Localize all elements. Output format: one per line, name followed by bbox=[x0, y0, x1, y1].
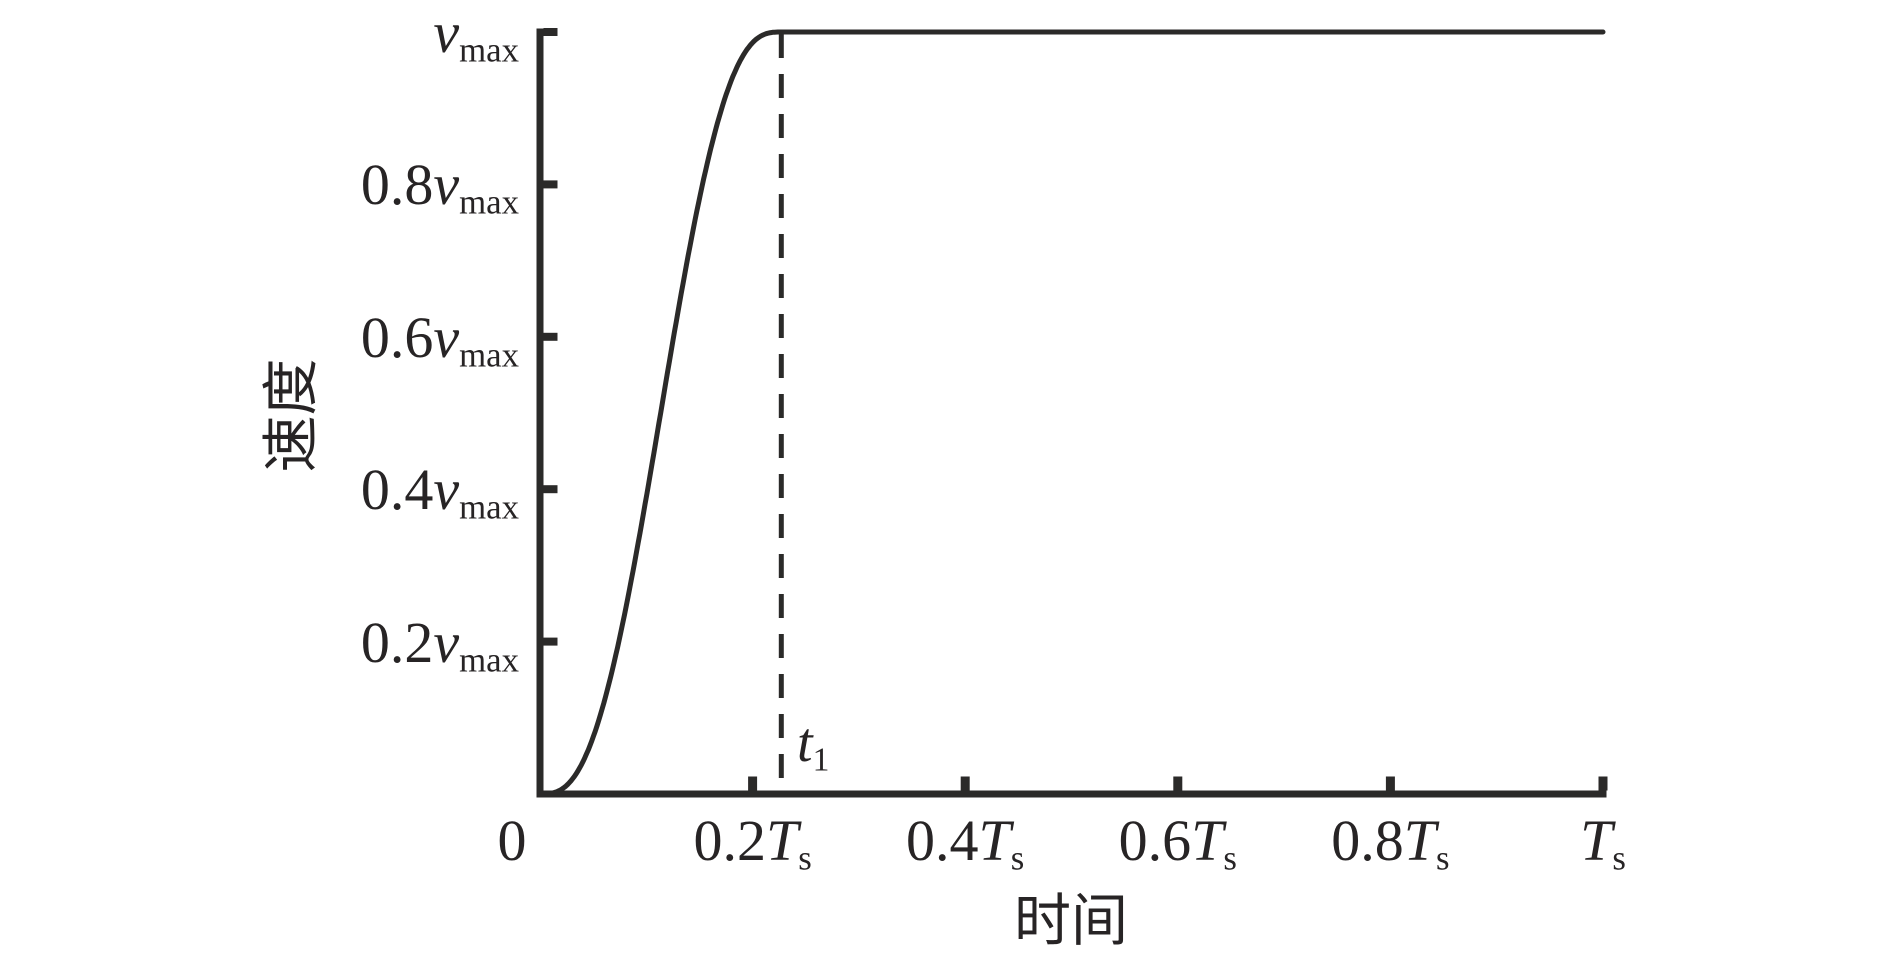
y-axis-tick-mark bbox=[543, 180, 558, 189]
tick-unit-subscript: max bbox=[459, 335, 519, 375]
tick-value-text: 0.6 bbox=[1118, 808, 1192, 873]
x-axis-tick-mark bbox=[1385, 776, 1395, 791]
t1-annotation-label: t1 bbox=[797, 715, 829, 777]
tick-value-text: 0.8 bbox=[360, 152, 434, 218]
x-tick-label: Ts bbox=[1473, 812, 1733, 877]
x-tick-label: 0.2Ts bbox=[623, 812, 883, 877]
y-tick-label: vmax bbox=[433, 4, 519, 69]
tick-value-text: 0.2 bbox=[693, 808, 766, 873]
tick-unit-symbol: v bbox=[433, 457, 460, 523]
y-axis-tick-mark bbox=[543, 332, 558, 341]
tick-value-text: 0 bbox=[497, 808, 527, 873]
y-tick-label: 0.6vmax bbox=[361, 308, 519, 375]
y-tick-label: 0.2vmax bbox=[361, 613, 519, 680]
y-axis-tick-mark bbox=[543, 485, 558, 494]
tick-unit-subscript: max bbox=[459, 30, 519, 70]
tick-unit-symbol: T bbox=[765, 808, 799, 873]
x-axis-tick-mark bbox=[1598, 776, 1608, 791]
x-axis-title: 时间 bbox=[1014, 890, 1128, 953]
tick-value-text: 0.2 bbox=[360, 609, 434, 675]
tick-value-text: 0.4 bbox=[360, 457, 434, 523]
x-axis-tick-mark bbox=[1173, 776, 1183, 791]
tick-value-text: 0.4 bbox=[906, 808, 979, 873]
tick-value-text: 0.6 bbox=[360, 304, 434, 370]
y-tick-label: 0.4vmax bbox=[361, 461, 519, 526]
x-axis-tick-mark bbox=[960, 776, 970, 791]
tick-unit-subscript: s bbox=[1436, 838, 1450, 878]
tick-unit-symbol: v bbox=[433, 0, 460, 65]
velocity-curve bbox=[537, 29, 1606, 797]
tick-unit-symbol: T bbox=[1403, 808, 1436, 873]
tick-unit-subscript: max bbox=[459, 640, 519, 680]
t1-variable: t bbox=[797, 712, 813, 774]
tick-unit-symbol: v bbox=[433, 304, 460, 370]
y-axis-tick-mark bbox=[543, 28, 558, 36]
tick-unit-subscript: max bbox=[459, 183, 519, 223]
y-axis-title: 速度 bbox=[260, 358, 324, 473]
y-axis-tick-mark bbox=[543, 637, 558, 646]
x-tick-label: 0.8Ts bbox=[1260, 812, 1520, 877]
tick-unit-subscript: s bbox=[1010, 838, 1025, 878]
tick-unit-symbol: v bbox=[433, 152, 460, 218]
tick-value-text: 0.8 bbox=[1331, 808, 1404, 873]
tick-unit-subscript: s bbox=[798, 838, 812, 878]
tick-unit-subscript: max bbox=[459, 487, 519, 527]
tick-unit-subscript: s bbox=[1612, 838, 1626, 878]
x-tick-label: 0.4Ts bbox=[835, 812, 1095, 877]
x-tick-label: 0 bbox=[382, 812, 642, 870]
tick-unit-subscript: s bbox=[1223, 838, 1237, 878]
y-tick-label: 0.8vmax bbox=[361, 156, 519, 221]
tick-unit-symbol: T bbox=[978, 808, 1011, 873]
tick-unit-symbol: v bbox=[433, 609, 460, 675]
x-tick-label: 0.6Ts bbox=[1048, 812, 1308, 877]
x-axis-tick-mark bbox=[748, 776, 758, 791]
tick-unit-symbol: T bbox=[1191, 808, 1224, 873]
t1-subscript: 1 bbox=[812, 741, 830, 779]
tick-unit-symbol: T bbox=[1580, 808, 1613, 873]
